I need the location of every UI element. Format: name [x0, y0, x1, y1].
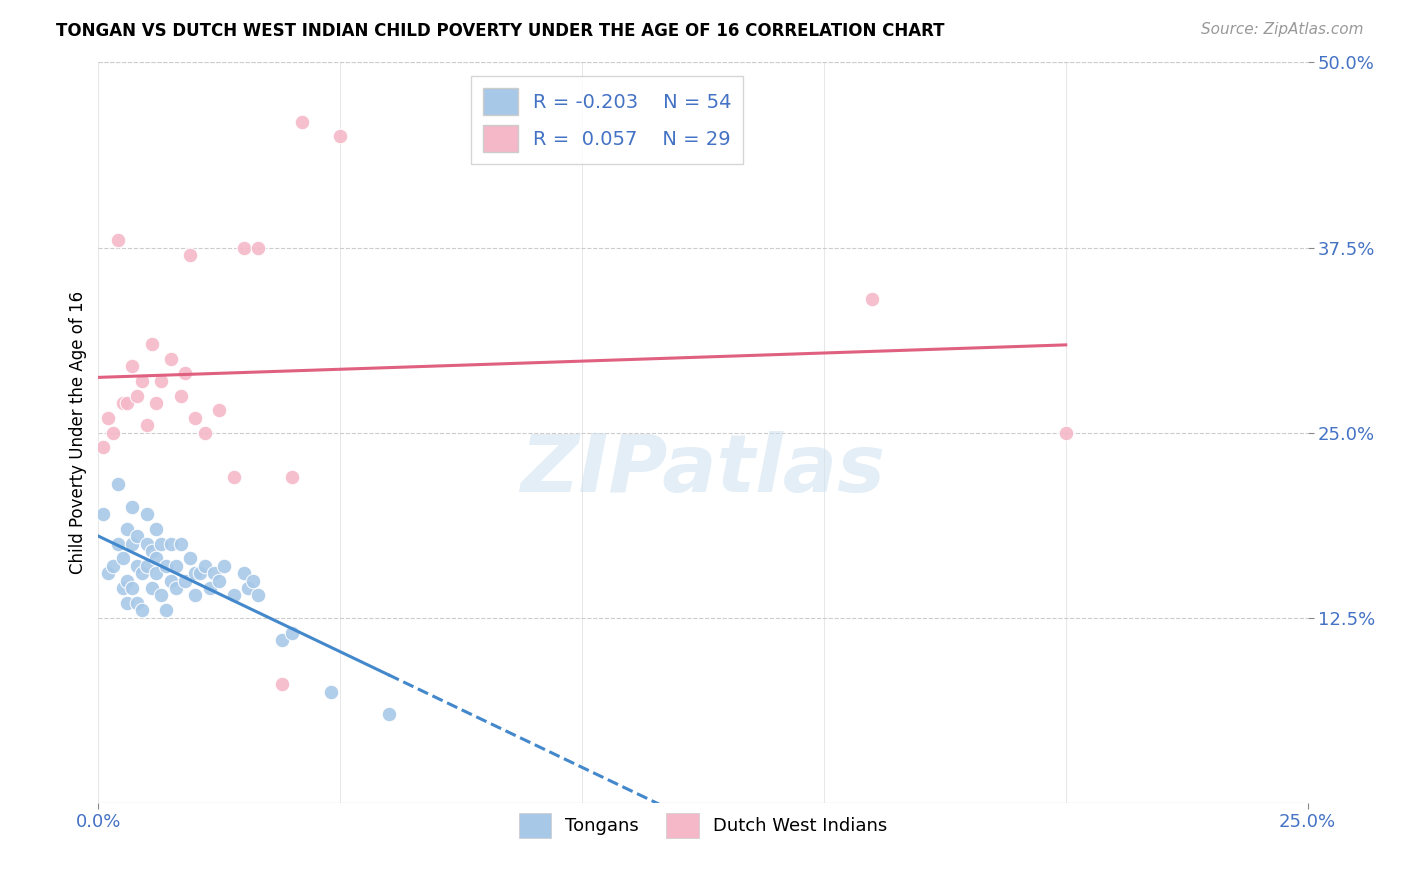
Point	[329, 129, 352, 144]
Point	[117, 596, 139, 610]
Point	[242, 574, 264, 588]
Point	[238, 581, 260, 595]
Point	[107, 536, 129, 550]
Point	[127, 558, 149, 573]
Point	[97, 566, 120, 581]
Text: TONGAN VS DUTCH WEST INDIAN CHILD POVERTY UNDER THE AGE OF 16 CORRELATION CHART: TONGAN VS DUTCH WEST INDIAN CHILD POVERT…	[56, 22, 945, 40]
Point	[247, 589, 270, 603]
Point	[107, 233, 129, 247]
Point	[91, 441, 114, 455]
Point	[141, 336, 163, 351]
Point	[150, 589, 173, 603]
Point	[169, 388, 191, 402]
Point	[145, 566, 167, 581]
Point	[160, 351, 183, 366]
Point	[222, 589, 245, 603]
Point	[208, 403, 231, 417]
Point	[165, 581, 187, 595]
Point	[135, 536, 157, 550]
Point	[131, 603, 153, 617]
Point	[121, 359, 143, 373]
Point	[212, 558, 235, 573]
Point	[117, 574, 139, 588]
Point	[117, 522, 139, 536]
Point	[165, 558, 187, 573]
Point	[141, 581, 163, 595]
Point	[135, 507, 157, 521]
Point	[247, 240, 270, 255]
Point	[121, 500, 143, 514]
Point	[184, 410, 207, 425]
Point	[377, 706, 399, 721]
Point	[281, 470, 304, 484]
Point	[194, 558, 217, 573]
Point	[150, 374, 173, 388]
Point	[121, 536, 143, 550]
Point	[150, 536, 173, 550]
Point	[101, 558, 124, 573]
Point	[222, 470, 245, 484]
Point	[131, 566, 153, 581]
Point	[145, 396, 167, 410]
Point	[111, 581, 134, 595]
Point	[174, 367, 197, 381]
Legend: Tongans, Dutch West Indians: Tongans, Dutch West Indians	[512, 805, 894, 846]
Point	[169, 536, 191, 550]
Point	[145, 551, 167, 566]
Point	[145, 522, 167, 536]
Point	[188, 566, 211, 581]
Point	[121, 581, 143, 595]
Text: ZIPatlas: ZIPatlas	[520, 431, 886, 508]
Point	[155, 603, 177, 617]
Point	[141, 544, 163, 558]
Point	[179, 551, 201, 566]
Point	[91, 507, 114, 521]
Point	[131, 374, 153, 388]
Point	[194, 425, 217, 440]
Point	[160, 536, 183, 550]
Point	[135, 418, 157, 433]
Point	[179, 248, 201, 262]
Point	[160, 574, 183, 588]
Point	[319, 685, 342, 699]
Point	[184, 589, 207, 603]
Point	[111, 396, 134, 410]
Point	[204, 566, 226, 581]
Point	[117, 396, 139, 410]
Point	[127, 529, 149, 543]
Point	[290, 114, 312, 128]
Point	[174, 574, 197, 588]
Point	[184, 566, 207, 581]
Point	[232, 566, 254, 581]
Point	[97, 410, 120, 425]
Point	[127, 388, 149, 402]
Point	[281, 625, 304, 640]
Point	[101, 425, 124, 440]
Point	[271, 632, 294, 647]
Point	[155, 558, 177, 573]
Point	[111, 551, 134, 566]
Point	[1054, 425, 1077, 440]
Point	[232, 240, 254, 255]
Point	[135, 558, 157, 573]
Point	[208, 574, 231, 588]
Text: Source: ZipAtlas.com: Source: ZipAtlas.com	[1201, 22, 1364, 37]
Point	[271, 677, 294, 691]
Y-axis label: Child Poverty Under the Age of 16: Child Poverty Under the Age of 16	[69, 291, 87, 574]
Point	[860, 293, 883, 307]
Point	[107, 477, 129, 491]
Point	[198, 581, 221, 595]
Point	[127, 596, 149, 610]
